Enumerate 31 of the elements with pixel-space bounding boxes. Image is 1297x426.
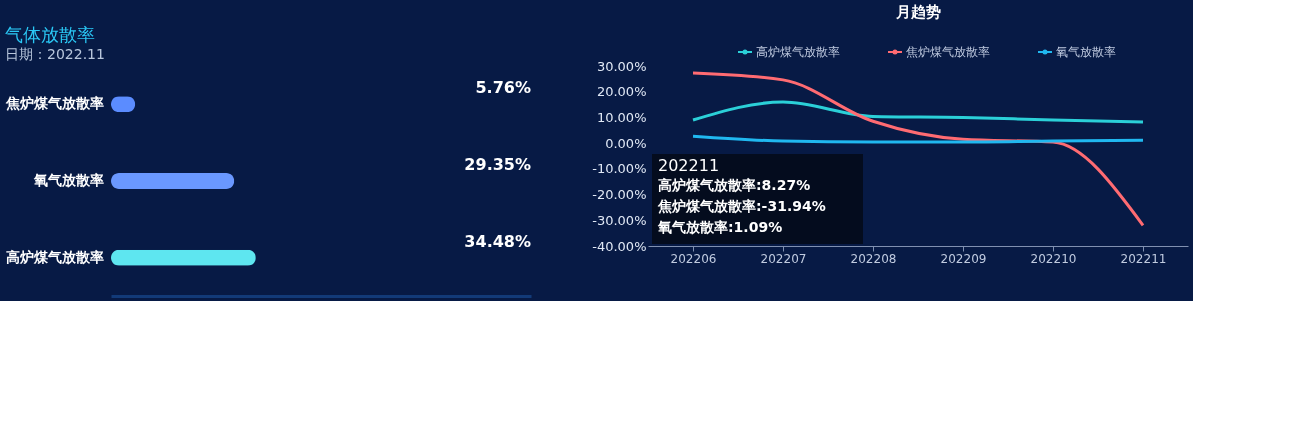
x-tick-label: 202211 (1120, 251, 1167, 266)
y-tick-label: 氧气放散率 (32, 172, 104, 188)
annotation: 氧气放散率:1.09% (657, 219, 783, 235)
x-tick-label: 202206 (670, 251, 717, 266)
legend-label: 焦炉煤气放散率 (906, 45, 990, 59)
annotation: 202211 (658, 156, 720, 175)
data-label: 29.35% (464, 155, 531, 174)
y-tick-label: -40.00% (592, 238, 647, 254)
y-tick-label: -30.00% (592, 212, 647, 228)
line-series (691, 100, 1145, 124)
x-tick-label: 202207 (760, 251, 807, 266)
x-tick-label: 202209 (940, 251, 987, 266)
data-label: 34.48% (464, 231, 531, 251)
y-tick-label: -20.00% (592, 187, 647, 203)
x-tick-label: 202210 (1030, 251, 1077, 266)
y-tick-label: 20.00% (596, 84, 647, 100)
x-tick-label: 202208 (850, 251, 897, 266)
annotation: 焦炉煤气放散率:-31.94% (657, 198, 826, 214)
y-tick-label: 30.00% (596, 58, 647, 74)
annotation: 高炉煤气放散率:8.27% (658, 177, 811, 193)
chart-title: 月趋势 (894, 3, 941, 21)
legend-label: 高炉煤气放散率 (756, 45, 840, 59)
chart-title: 气体放散率 (5, 24, 95, 45)
y-tick-label: 焦炉煤气放散率 (4, 95, 104, 112)
y-tick-label: -10.00% (592, 161, 647, 177)
legend-label: 氧气放散率 (1056, 45, 1116, 59)
y-tick-label: 0.00% (605, 135, 647, 151)
data-label: 5.76% (475, 78, 531, 98)
y-tick-label: 10.00% (596, 109, 647, 125)
y-tick-label: 高炉煤气放散率 (5, 248, 104, 265)
chart-subtitle: 日期：2022.11 (5, 46, 105, 62)
